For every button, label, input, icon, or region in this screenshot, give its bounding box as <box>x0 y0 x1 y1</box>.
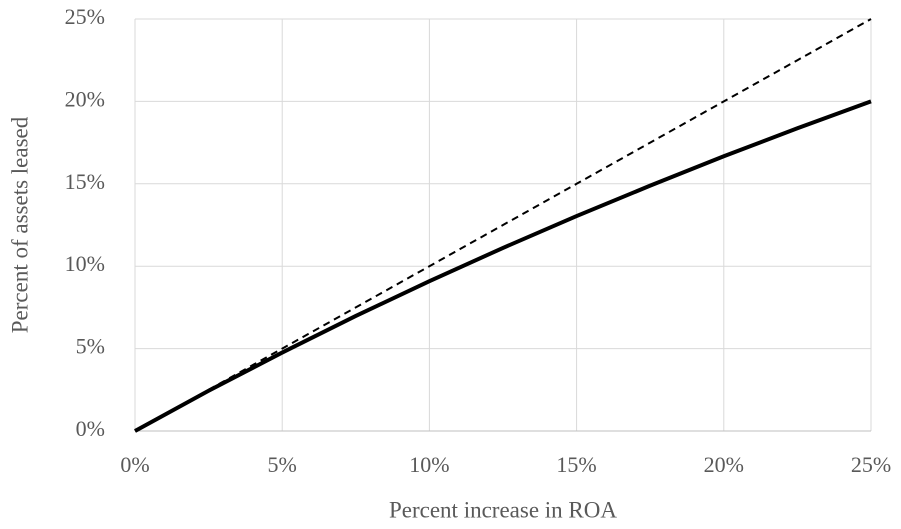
x-tick-label: 15% <box>556 452 596 477</box>
y-tick-label: 5% <box>76 334 105 359</box>
y-axis-title: Percent of assets leased <box>7 116 32 333</box>
x-axis-title: Percent increase in ROA <box>389 497 617 522</box>
y-tick-label: 0% <box>76 416 105 441</box>
y-tick-label: 25% <box>65 4 105 29</box>
x-tick-label: 5% <box>268 452 297 477</box>
series-line <box>134 18 872 432</box>
x-tick-label: 20% <box>704 452 744 477</box>
x-tick-label: 25% <box>851 452 891 477</box>
y-tick-label: 15% <box>65 169 105 194</box>
y-tick-label: 20% <box>65 86 105 111</box>
x-tick-label: 10% <box>409 452 449 477</box>
y-tick-label: 10% <box>65 251 105 276</box>
x-tick-label: 0% <box>120 452 149 477</box>
series-line <box>134 99 872 433</box>
